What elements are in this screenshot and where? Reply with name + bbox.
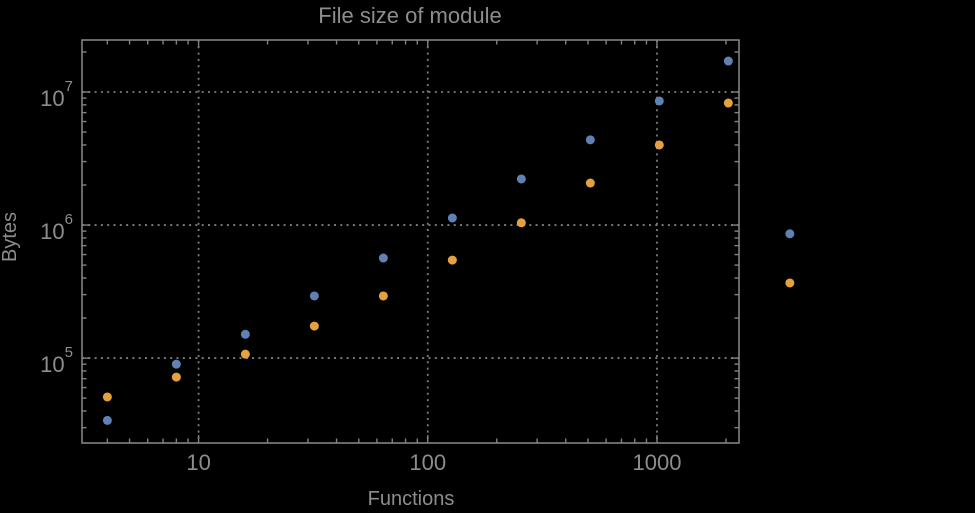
data-point-blue	[516, 174, 526, 184]
y-tick-label: 105	[40, 344, 73, 377]
frame-rect	[81, 39, 740, 444]
data-point-blue	[171, 359, 181, 369]
plot-frame	[81, 39, 740, 444]
x-tick-label: 100	[409, 450, 446, 475]
data-point-blue	[447, 213, 457, 223]
x-tick-label: 1000	[632, 450, 681, 475]
gridlines	[82, 40, 739, 443]
data-point-blue	[585, 135, 595, 145]
data-point-orange	[723, 98, 733, 108]
data-point-blue	[378, 253, 388, 263]
x-tick-label: 10	[186, 450, 210, 475]
tick-labels: 10 100 1000 105 106 107	[40, 78, 681, 475]
data-points	[102, 56, 795, 425]
y-tick-label: 106	[40, 211, 73, 244]
data-point-blue	[654, 96, 664, 106]
data-point-orange	[378, 291, 388, 301]
data-point-blue	[723, 56, 733, 66]
data-point-orange	[240, 349, 250, 359]
data-point-orange	[585, 178, 595, 188]
data-point-orange	[447, 255, 457, 265]
axis-ticks	[82, 40, 739, 443]
data-point-orange	[785, 278, 795, 288]
data-point-blue	[785, 229, 795, 239]
y-axis-label: Bytes	[0, 212, 21, 262]
chart-title: File size of module	[318, 3, 501, 28]
data-point-orange	[171, 372, 181, 382]
data-point-orange	[102, 392, 112, 402]
data-point-blue	[102, 415, 112, 425]
data-point-blue	[240, 329, 250, 339]
data-point-orange	[654, 140, 664, 150]
x-axis-label: Functions	[368, 488, 455, 510]
data-point-orange	[516, 218, 526, 228]
data-point-orange	[309, 321, 319, 331]
data-point-blue	[309, 291, 319, 301]
y-tick-label: 107	[40, 78, 73, 111]
